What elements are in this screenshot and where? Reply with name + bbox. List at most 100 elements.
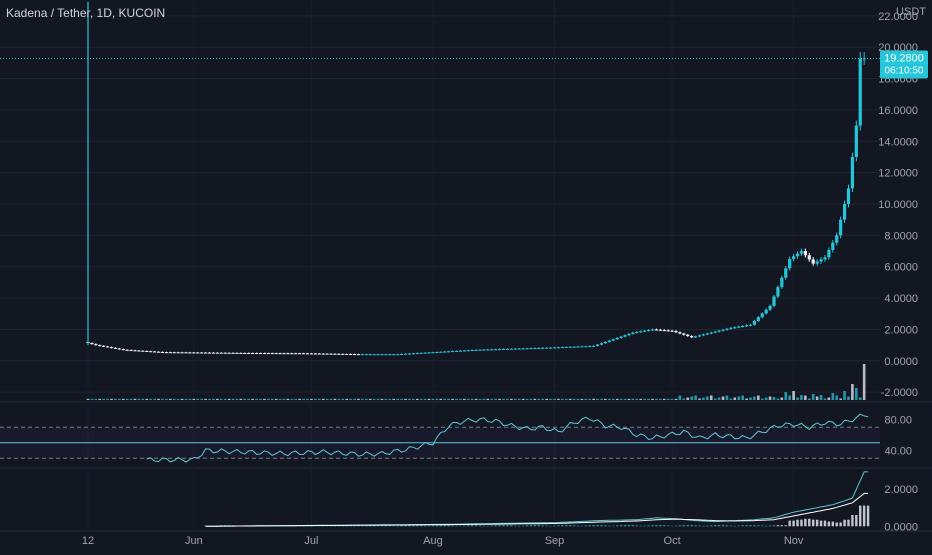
macd-histogram-bar	[521, 525, 525, 527]
volume-bar	[451, 398, 454, 400]
macd-histogram-bar	[749, 525, 752, 527]
macd-histogram-bar	[733, 525, 736, 527]
candle-body	[352, 354, 357, 356]
macd-histogram-bar	[380, 525, 384, 527]
candle-body	[682, 333, 686, 335]
macd-histogram-bar	[682, 525, 686, 527]
candle-body	[697, 335, 702, 337]
price-tick-label: 14.0000	[878, 136, 918, 148]
macd-histogram-bar	[459, 525, 462, 527]
macd-histogram-bar	[427, 525, 431, 527]
volume-bar	[549, 398, 552, 400]
volume-bar	[337, 398, 341, 400]
macd-histogram-bar	[376, 525, 380, 527]
macd-histogram-bar	[768, 525, 772, 527]
macd-histogram-bar	[843, 519, 846, 527]
macd-histogram-bar	[576, 525, 580, 527]
candle-body	[533, 348, 537, 350]
candle-body	[854, 125, 858, 157]
candle-body	[435, 352, 439, 354]
candle-body	[658, 329, 662, 331]
candle-body	[286, 353, 290, 355]
volume-bar	[255, 398, 258, 400]
candle-body	[392, 354, 396, 356]
last-price-value: 19.2800	[884, 52, 924, 64]
volume-bar	[274, 398, 278, 400]
candle-body	[478, 349, 482, 351]
volume-bar	[329, 398, 333, 400]
candle-body	[262, 353, 266, 355]
currency-unit-label: USDT	[896, 6, 926, 18]
candle-body	[160, 351, 165, 353]
macd-histogram-bar	[365, 525, 368, 527]
macd-histogram-bar	[420, 525, 423, 527]
macd-histogram-bar	[659, 525, 662, 527]
macd-histogram-bar	[514, 525, 517, 527]
candle-body	[231, 352, 235, 354]
volume-bar	[858, 397, 862, 400]
candle-body	[94, 344, 98, 346]
volume-bar	[227, 398, 231, 400]
macd-histogram-bar	[655, 525, 658, 527]
candle-body	[760, 313, 764, 318]
volume-bar	[184, 398, 188, 400]
volume-bar	[278, 398, 282, 400]
volume-bar	[243, 398, 247, 400]
volume-bar	[294, 398, 298, 400]
volume-bar	[772, 397, 776, 400]
volume-bar	[737, 396, 741, 400]
macd-histogram-bar	[812, 519, 815, 527]
candle-body	[462, 350, 466, 352]
volume-bar	[733, 397, 737, 400]
candle-body	[752, 320, 756, 325]
macd-histogram-bar	[788, 520, 791, 527]
volume-bar	[490, 398, 494, 400]
candle-body	[121, 349, 125, 351]
volume-bar	[110, 398, 113, 400]
rsi-tick-label: 80.00	[884, 415, 912, 427]
volume-bar	[298, 398, 301, 400]
macd-histogram-bar	[474, 525, 478, 527]
volume-bar	[670, 398, 674, 400]
volume-bar	[223, 398, 227, 400]
price-pane	[0, 0, 880, 402]
candle-body	[204, 352, 208, 354]
volume-bar	[172, 398, 176, 400]
candle-body	[207, 352, 212, 354]
volume-bar	[627, 398, 631, 400]
volume-bar	[106, 398, 109, 400]
volume-bar	[459, 398, 462, 400]
candle-body	[580, 346, 584, 348]
volume-bar	[517, 398, 521, 400]
macd-histogram-bar	[702, 525, 705, 527]
macd-histogram-bar	[502, 525, 505, 527]
volume-bar	[361, 398, 364, 400]
candle-body	[290, 353, 294, 355]
candle-body	[211, 352, 216, 354]
macd-histogram-bar	[764, 525, 768, 527]
candle-body	[180, 352, 184, 354]
volume-bar	[349, 398, 352, 400]
candle-body	[584, 346, 588, 348]
candle-body	[827, 249, 831, 258]
volume-bar	[768, 396, 772, 400]
candle-body	[274, 353, 278, 355]
volume-bar	[118, 398, 121, 400]
macd-histogram-bar	[686, 525, 689, 527]
volume-bar	[753, 396, 756, 400]
rsi-line	[146, 413, 869, 463]
volume-bar	[815, 396, 819, 400]
candle-body	[364, 354, 368, 356]
volume-bar	[102, 398, 105, 400]
candle-body	[588, 346, 592, 348]
volume-bar	[788, 395, 791, 400]
macd-histogram-bar	[651, 525, 654, 527]
volume-bar	[161, 398, 164, 400]
candle-body	[619, 336, 623, 338]
candle-body	[541, 347, 545, 349]
macd-histogram-bar	[537, 525, 540, 527]
macd-histogram-bar	[408, 525, 411, 527]
candle-body	[427, 352, 431, 354]
candle-body	[474, 349, 478, 351]
